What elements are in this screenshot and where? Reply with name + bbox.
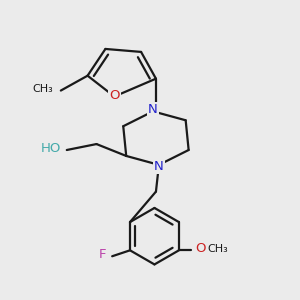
- Text: N: N: [154, 160, 164, 173]
- Text: N: N: [148, 103, 158, 116]
- Text: CH₃: CH₃: [207, 244, 228, 254]
- Text: O: O: [195, 242, 206, 255]
- Text: O: O: [109, 88, 120, 101]
- Text: CH₃: CH₃: [33, 84, 53, 94]
- Text: HO: HO: [40, 142, 61, 155]
- Text: F: F: [99, 248, 106, 261]
